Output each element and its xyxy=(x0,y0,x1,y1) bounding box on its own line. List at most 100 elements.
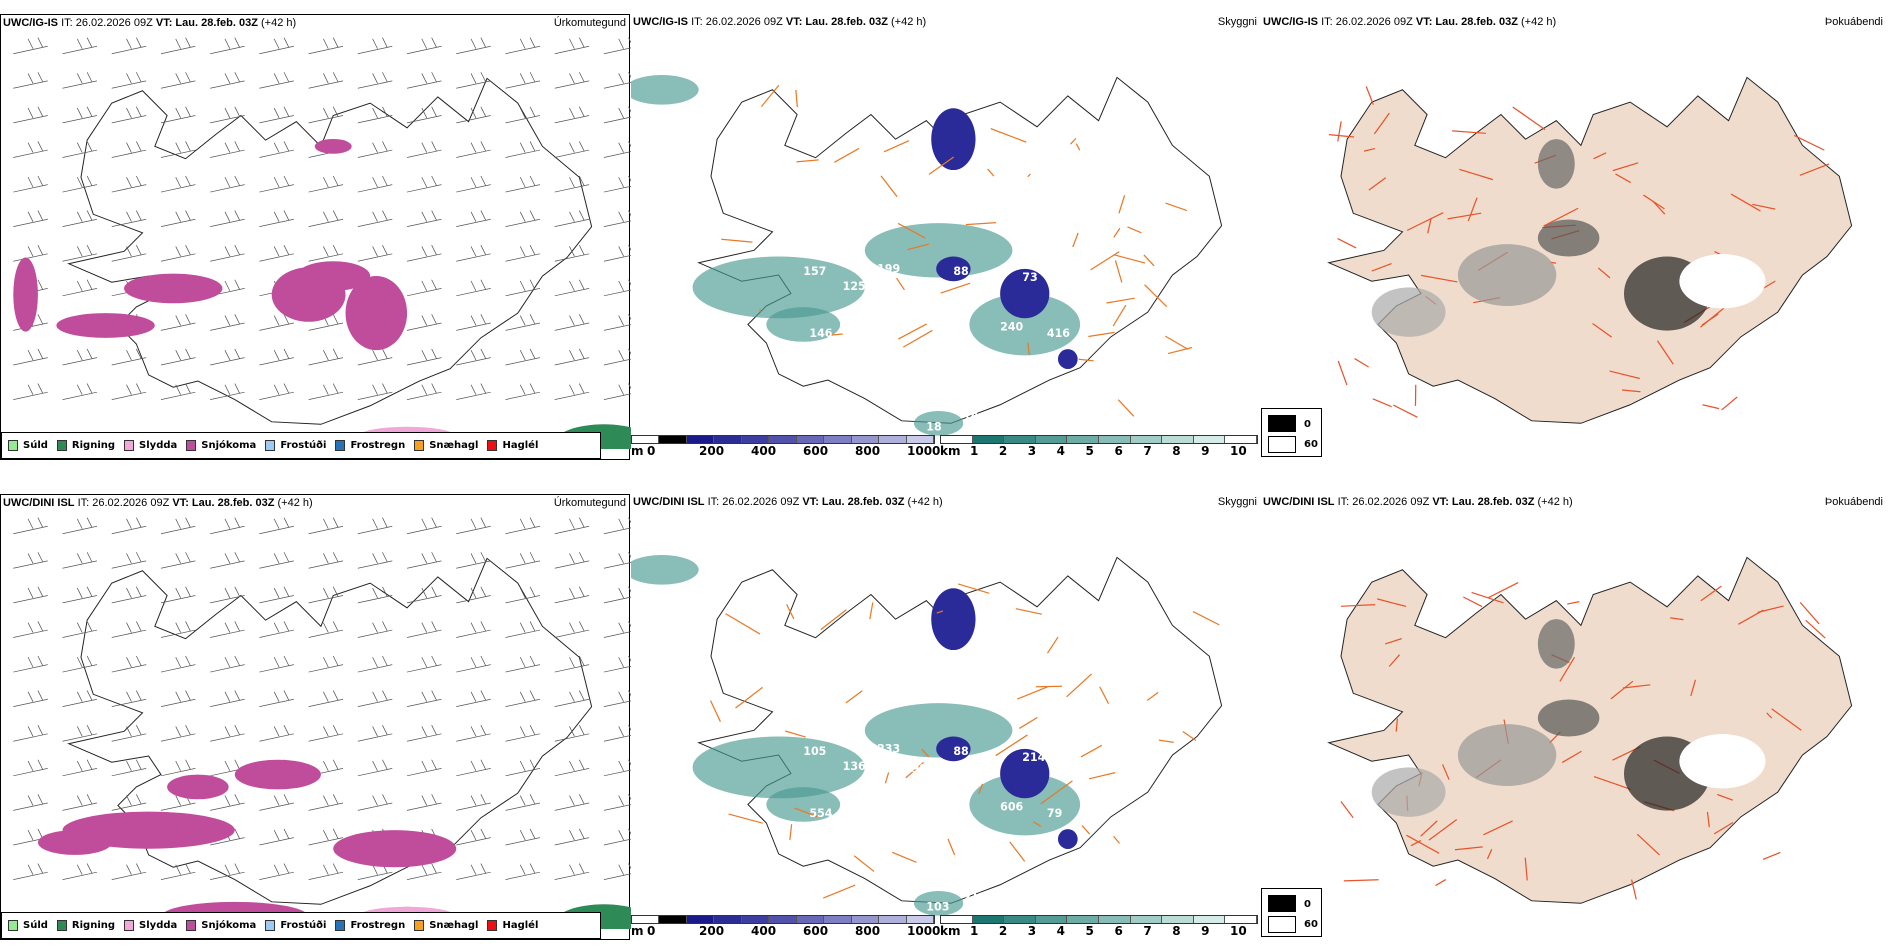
road xyxy=(1143,254,1155,267)
colorbar-cell xyxy=(1035,916,1068,923)
wind-barb xyxy=(13,348,48,366)
road xyxy=(1393,404,1418,418)
wind-barb xyxy=(357,245,393,262)
wind-barb xyxy=(210,314,245,331)
map[interactable] xyxy=(1261,28,1891,448)
wind-barb xyxy=(111,552,147,569)
precip-type-legend: Súld Rigning Slydda Snjókoma Frostúði Frostre… xyxy=(1,432,601,459)
panel-precip-type-bottom: UWC/DINI ISL IT: 26.02.2026 09Z VT: Lau.… xyxy=(0,494,631,940)
wind-barb xyxy=(505,106,541,124)
wind-barb xyxy=(357,175,393,193)
map[interactable] xyxy=(1,29,631,449)
header-it: IT: 26.02.2026 09Z xyxy=(707,496,800,508)
map[interactable]: 105 136 233 98 88 116 214 606 79 554 162 212 146 103 xyxy=(631,508,1261,928)
fog-legend-swatch xyxy=(1268,916,1296,933)
fog-area xyxy=(1537,139,1575,189)
wind-barb xyxy=(603,690,631,708)
wind-barb xyxy=(406,72,442,89)
colorbar-unit: m xyxy=(631,924,644,938)
colorbar-tick: 6 xyxy=(1114,444,1123,458)
wind-barb xyxy=(62,794,98,811)
legend-swatch xyxy=(56,920,67,931)
wind-barb xyxy=(210,245,245,262)
wind-barb xyxy=(406,517,442,535)
header-vt: VT: Lau. 28.feb. 03Z xyxy=(155,17,258,29)
road xyxy=(1713,821,1734,835)
road xyxy=(921,748,930,758)
road xyxy=(1192,610,1220,626)
road xyxy=(1420,820,1438,837)
legend-label: Súld xyxy=(23,920,48,931)
road xyxy=(1118,195,1126,214)
wind-barb xyxy=(160,37,196,55)
wind-barb xyxy=(308,383,344,400)
wind-barb xyxy=(406,759,442,777)
colorbar-tick: 3 xyxy=(1027,924,1037,938)
wind-barb xyxy=(13,245,48,262)
wind-barb xyxy=(505,279,541,297)
ceiling-label: 162 xyxy=(966,850,989,863)
low-ceiling-area xyxy=(1000,268,1050,319)
wind-barb xyxy=(210,106,245,124)
low-visibility-area xyxy=(864,223,1013,278)
colorbar-tick: 4 xyxy=(1056,444,1066,458)
map[interactable]: 157 125 199 224 88 98 73 240 416 146 230 100 90 18 xyxy=(631,28,1261,448)
road xyxy=(1158,739,1174,744)
wind-barb xyxy=(259,655,294,673)
road xyxy=(1340,801,1354,819)
fog-legend-label: 60 xyxy=(1304,439,1318,450)
wind-barb xyxy=(62,383,98,400)
wind-barb xyxy=(357,210,393,228)
wind-barb xyxy=(505,37,541,55)
ceiling-label: 233 xyxy=(877,743,900,756)
header-vt: VT: Lau. 28.feb. 03Z xyxy=(785,16,888,28)
wind-barb xyxy=(160,517,196,535)
header-it: IT: 26.02.2026 09Z xyxy=(61,17,153,29)
ceiling-label: 105 xyxy=(803,745,826,758)
wind-barb xyxy=(259,725,294,742)
wind-barb xyxy=(406,106,442,124)
wind-barb xyxy=(505,621,541,638)
wind-barb xyxy=(308,621,344,638)
fog-area xyxy=(1537,619,1575,669)
colorbar-cell xyxy=(741,436,770,443)
wind-barb xyxy=(603,586,631,604)
wind-barb xyxy=(62,279,98,297)
wind-barb xyxy=(603,828,631,846)
ceiling-label: 554 xyxy=(809,807,832,820)
wind-barb xyxy=(13,552,48,569)
road xyxy=(1080,744,1103,758)
map[interactable] xyxy=(1,509,631,929)
wind-barb xyxy=(554,655,590,673)
header-it: IT: 26.02.2026 09Z xyxy=(691,16,783,28)
road xyxy=(1799,163,1830,176)
wind-barb xyxy=(308,517,344,535)
ceiling-label: 199 xyxy=(877,263,900,276)
wind-barb xyxy=(210,690,245,708)
wind-barb xyxy=(505,690,541,708)
wind-barb xyxy=(603,314,631,331)
colorbar-tick: 3 xyxy=(1027,444,1037,458)
map[interactable] xyxy=(1261,508,1891,928)
wind-barb xyxy=(259,794,294,811)
wind-barb xyxy=(111,383,147,400)
fog-legend: 0 60 xyxy=(1261,408,1322,457)
wind-barb xyxy=(554,383,590,400)
wind-barb xyxy=(160,759,196,777)
panel-title: Skyggni xyxy=(1217,16,1257,28)
road xyxy=(1385,638,1402,645)
colorbar-cell xyxy=(1193,436,1226,443)
wind-barb xyxy=(111,621,147,638)
fog-area xyxy=(1371,287,1446,337)
road xyxy=(1463,596,1483,608)
colorbar-cell xyxy=(1130,436,1163,443)
legend-item: Haglél xyxy=(487,440,538,451)
wind-barb xyxy=(111,655,147,673)
header-lead: (+42 h) xyxy=(891,16,927,28)
ceiling-label: 98 xyxy=(912,762,928,775)
header-lead: (+42 h) xyxy=(907,496,943,508)
legend-label: Frostúði xyxy=(280,440,327,451)
road xyxy=(1117,399,1135,417)
wind-barb xyxy=(62,72,98,89)
wind-barb xyxy=(456,552,491,569)
